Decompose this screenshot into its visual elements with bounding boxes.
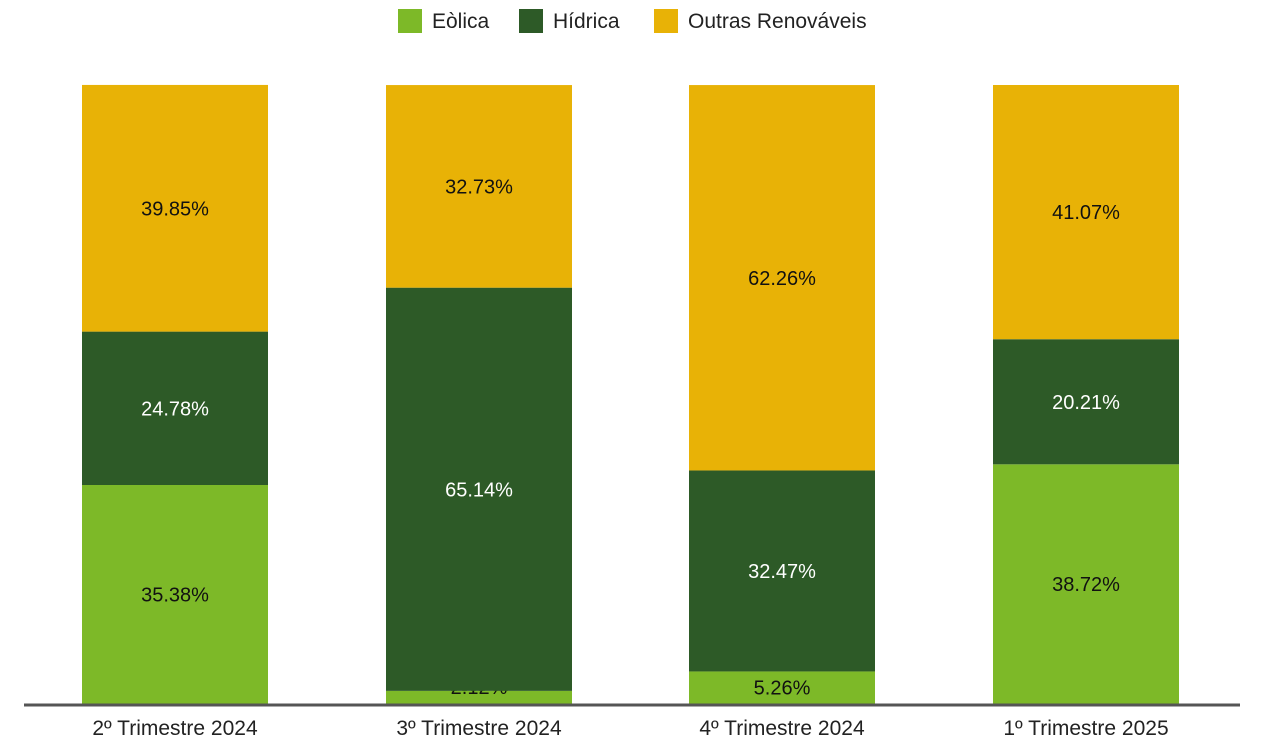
bar-segment bbox=[689, 470, 875, 672]
legend-swatch bbox=[519, 9, 543, 33]
bar-segment bbox=[993, 339, 1179, 465]
bar-segment bbox=[689, 671, 875, 704]
bars-group: 35.38%24.78%39.85%2.12%65.14%32.73%5.26%… bbox=[82, 84, 1179, 704]
bar-segment bbox=[689, 85, 875, 471]
bar-segment bbox=[82, 331, 268, 485]
data-label: 39.85% bbox=[141, 198, 209, 220]
legend: Eòlica Hídrica Outras Renováveis bbox=[398, 9, 867, 33]
bar-segment bbox=[386, 85, 572, 288]
x-tick-label: 1º Trimestre 2025 bbox=[1003, 717, 1168, 740]
x-tick-label: 2º Trimestre 2024 bbox=[92, 717, 258, 740]
bar-segment bbox=[386, 690, 572, 704]
data-label: 24.78% bbox=[141, 398, 209, 420]
data-label: 5.26% bbox=[754, 678, 811, 700]
legend-swatch bbox=[654, 9, 678, 33]
legend-swatch bbox=[398, 9, 422, 33]
bar-segment bbox=[82, 484, 268, 704]
legend-label: Eòlica bbox=[432, 10, 490, 33]
data-label: 41.07% bbox=[1052, 202, 1120, 224]
x-tick-label: 3º Trimestre 2024 bbox=[396, 717, 562, 740]
data-label: 32.47% bbox=[748, 561, 816, 583]
x-tick-label: 4º Trimestre 2024 bbox=[699, 717, 865, 740]
bar-segment bbox=[386, 287, 572, 691]
x-axis-ticks: 2º Trimestre 2024 3º Trimestre 2024 4º Tri… bbox=[92, 717, 1168, 740]
bar-segment bbox=[993, 85, 1179, 340]
data-label: 32.73% bbox=[445, 176, 513, 198]
bar-segment bbox=[82, 84, 268, 332]
data-label: 35.38% bbox=[141, 584, 209, 606]
data-label: 38.72% bbox=[1052, 574, 1120, 596]
data-label: 62.26% bbox=[748, 268, 816, 290]
legend-label: Hídrica bbox=[553, 10, 620, 33]
data-label: 20.21% bbox=[1052, 392, 1120, 414]
data-label: 65.14% bbox=[445, 479, 513, 501]
legend-label: Outras Renováveis bbox=[688, 10, 867, 33]
bar-segment bbox=[993, 464, 1179, 704]
